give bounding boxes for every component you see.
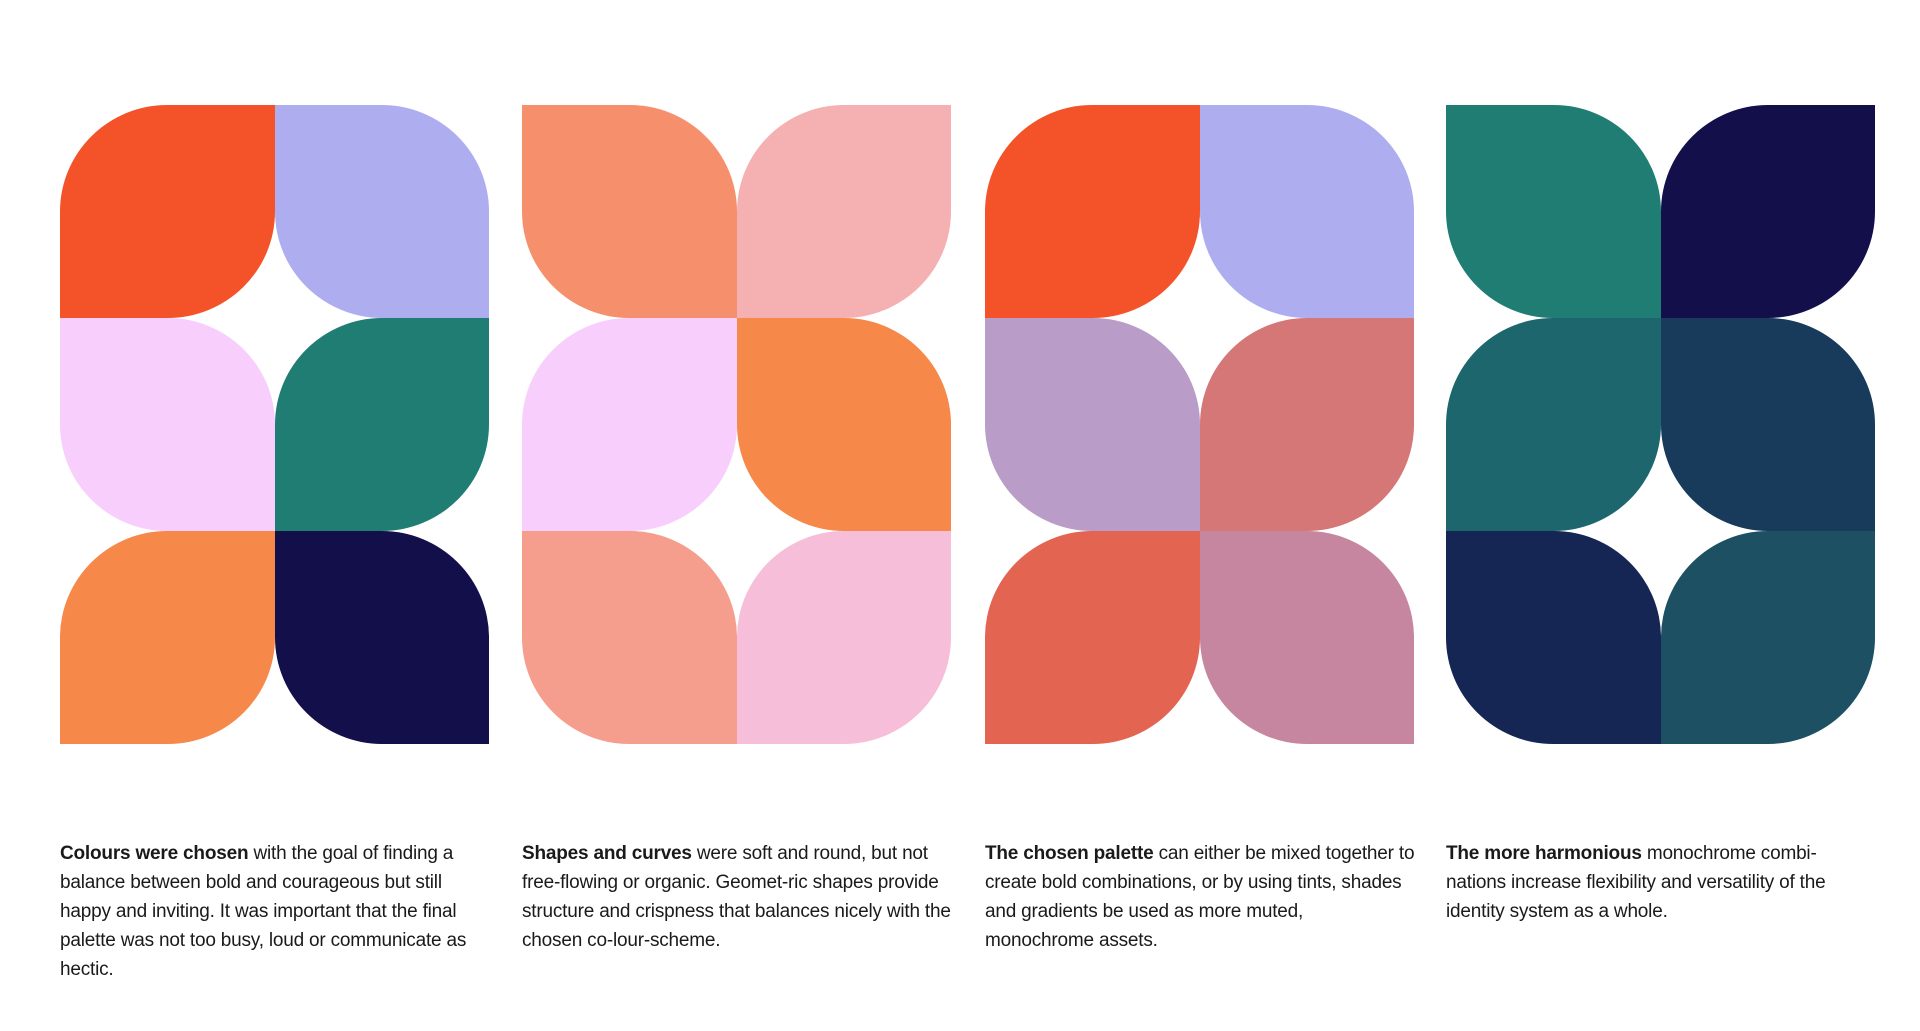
color-tile bbox=[60, 105, 275, 318]
color-tile bbox=[1660, 531, 1875, 744]
color-tile bbox=[522, 318, 737, 531]
color-tile bbox=[274, 531, 489, 744]
caption-body: were soft and round, but not free-flowin… bbox=[522, 843, 951, 951]
color-tile bbox=[1199, 105, 1414, 318]
color-tile bbox=[274, 105, 489, 318]
color-tile bbox=[985, 531, 1200, 744]
color-tile bbox=[1199, 531, 1414, 744]
color-tile bbox=[1446, 531, 1661, 744]
color-tile bbox=[1660, 318, 1875, 531]
caption-heading: Shapes and curves bbox=[522, 843, 692, 864]
color-tile bbox=[522, 105, 737, 318]
caption-body: monochrome combi-nations increase flexib… bbox=[1446, 843, 1826, 922]
caption-1: Colours were chosen with the goal of fin… bbox=[60, 839, 490, 984]
palette-panel-2 bbox=[522, 105, 951, 744]
caption-2: Shapes and curves were soft and round, b… bbox=[522, 839, 952, 955]
caption-heading: The chosen palette bbox=[985, 843, 1154, 864]
color-tile bbox=[736, 531, 951, 744]
caption-4: The more harmonious monochrome combi-nat… bbox=[1446, 839, 1876, 926]
color-tile bbox=[1660, 105, 1875, 318]
color-tile bbox=[985, 318, 1200, 531]
caption-heading: Colours were chosen bbox=[60, 843, 249, 864]
caption-3: The chosen palette can either be mixed t… bbox=[985, 839, 1415, 955]
palette-panel-1 bbox=[60, 105, 489, 744]
color-tile bbox=[60, 318, 275, 531]
caption-body: with the goal of finding a balance betwe… bbox=[60, 843, 467, 980]
color-tile bbox=[1446, 105, 1661, 318]
color-tile bbox=[274, 318, 489, 531]
color-tile bbox=[736, 318, 951, 531]
color-tile bbox=[1446, 318, 1661, 531]
color-tile bbox=[736, 105, 951, 318]
palette-panel-4 bbox=[1446, 105, 1875, 744]
color-tile bbox=[522, 531, 737, 744]
caption-heading: The more harmonious bbox=[1446, 843, 1642, 864]
caption-body: can either be mixed together to create b… bbox=[985, 843, 1415, 951]
color-tile bbox=[60, 531, 275, 744]
color-tile bbox=[985, 105, 1200, 318]
palette-panel-3 bbox=[985, 105, 1414, 744]
color-tile bbox=[1199, 318, 1414, 531]
